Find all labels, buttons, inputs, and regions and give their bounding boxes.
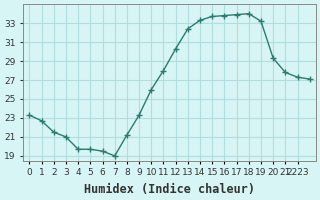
X-axis label: Humidex (Indice chaleur): Humidex (Indice chaleur) (84, 183, 255, 196)
